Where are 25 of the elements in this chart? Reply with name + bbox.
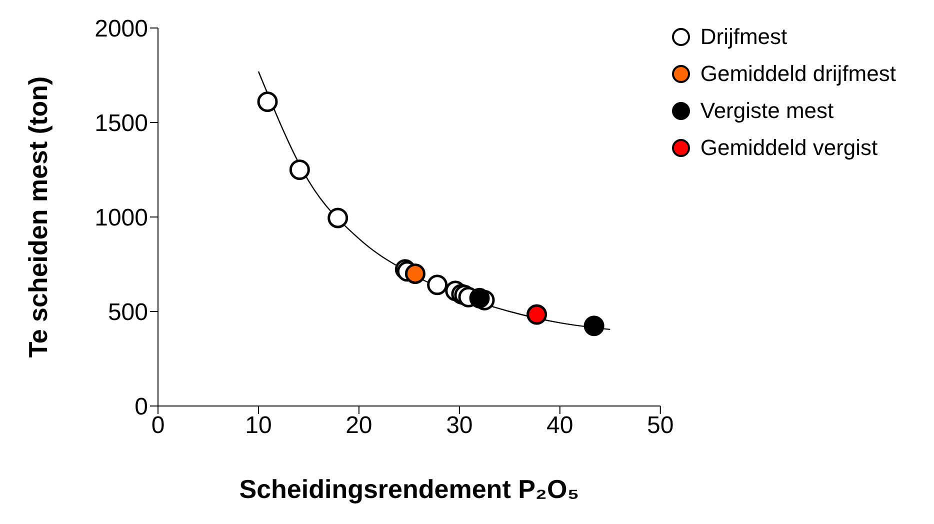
y-tick-label: 2000 [94,16,148,43]
point [257,91,278,112]
x-tick-label: 20 [346,412,372,440]
legend-label: Drijfmest [700,24,788,50]
legend-label: Vergiste mest [700,98,834,124]
y-tick-label: 500 [108,299,148,326]
x-tick-label: 40 [546,412,574,440]
point [328,208,348,228]
legend-label: Gemiddeld vergist [700,134,878,160]
x-tick-label: 50 [647,412,674,440]
x-tick-label: 0 [151,412,165,440]
point [427,274,448,296]
point [584,316,604,336]
point [404,263,426,284]
y-tick-label: 1500 [94,110,148,138]
point [289,160,310,180]
x-tick-label: 30 [446,412,473,440]
point [469,288,490,308]
y-tick-label: 1000 [94,204,148,232]
y-tick-label: 0 [134,394,148,421]
x-tick-label: 10 [245,412,272,440]
x-axis-title: Scheidingsrendement P₂O₅ [239,474,580,504]
point [526,304,548,325]
legend-label: Gemiddeld drijfmest [700,60,896,86]
y-axis-title: Te scheiden mest (ton) [23,76,54,358]
